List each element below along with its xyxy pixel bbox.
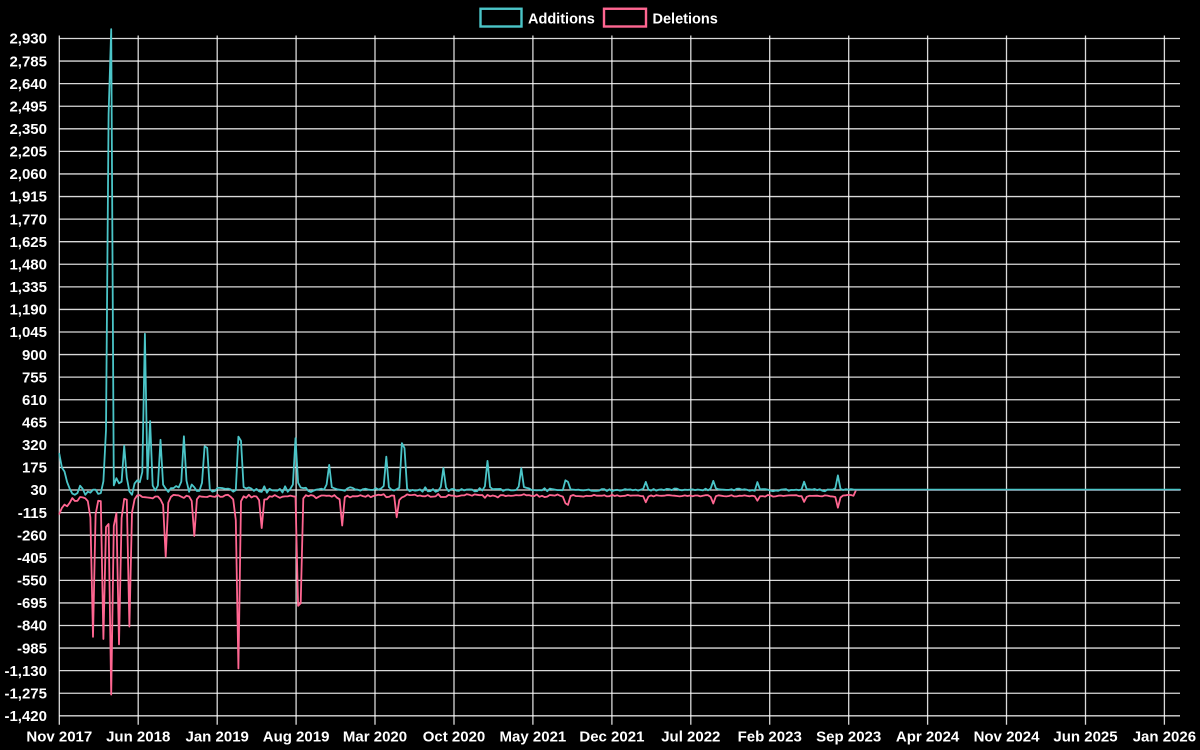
svg-text:Nov 2024: Nov 2024 bbox=[974, 729, 1041, 746]
svg-text:2,205: 2,205 bbox=[9, 144, 47, 161]
svg-text:Oct 2020: Oct 2020 bbox=[423, 729, 486, 746]
svg-text:-695: -695 bbox=[17, 595, 47, 612]
svg-text:Additions: Additions bbox=[528, 12, 595, 28]
svg-text:-550: -550 bbox=[17, 573, 47, 590]
svg-text:1,480: 1,480 bbox=[9, 256, 47, 273]
svg-text:1,045: 1,045 bbox=[9, 324, 47, 341]
svg-text:-840: -840 bbox=[17, 618, 47, 635]
svg-text:-405: -405 bbox=[17, 550, 47, 567]
svg-text:Dec 2021: Dec 2021 bbox=[579, 729, 644, 746]
svg-text:Feb 2023: Feb 2023 bbox=[738, 729, 802, 746]
svg-text:-1,130: -1,130 bbox=[4, 663, 47, 680]
svg-text:Mar 2020: Mar 2020 bbox=[343, 729, 407, 746]
svg-text:2,785: 2,785 bbox=[9, 53, 47, 70]
svg-text:May 2021: May 2021 bbox=[500, 729, 567, 746]
svg-text:1,915: 1,915 bbox=[9, 189, 47, 206]
svg-text:Jul 2022: Jul 2022 bbox=[661, 729, 720, 746]
svg-text:2,640: 2,640 bbox=[9, 76, 47, 93]
svg-text:755: 755 bbox=[22, 369, 47, 386]
svg-text:Jan 2019: Jan 2019 bbox=[186, 729, 249, 746]
svg-text:-115: -115 bbox=[18, 505, 47, 522]
svg-text:2,060: 2,060 bbox=[9, 166, 47, 183]
svg-text:-1,420: -1,420 bbox=[4, 708, 47, 725]
svg-text:Nov 2017: Nov 2017 bbox=[26, 729, 92, 746]
svg-text:175: 175 bbox=[22, 460, 47, 477]
svg-text:1,625: 1,625 bbox=[9, 234, 47, 251]
svg-text:2,350: 2,350 bbox=[9, 121, 47, 138]
svg-text:Sep 2023: Sep 2023 bbox=[816, 729, 881, 746]
svg-text:610: 610 bbox=[22, 392, 47, 409]
svg-text:Jun 2018: Jun 2018 bbox=[106, 729, 170, 746]
svg-text:-260: -260 bbox=[17, 527, 47, 544]
svg-text:30: 30 bbox=[30, 482, 47, 499]
svg-text:1,335: 1,335 bbox=[9, 279, 47, 296]
svg-text:900: 900 bbox=[22, 347, 47, 364]
svg-text:1,190: 1,190 bbox=[9, 302, 47, 319]
svg-text:Aug 2019: Aug 2019 bbox=[263, 729, 330, 746]
svg-text:Jun 2025: Jun 2025 bbox=[1053, 729, 1117, 746]
svg-text:Jan 2026: Jan 2026 bbox=[1133, 729, 1196, 746]
svg-text:2,930: 2,930 bbox=[9, 31, 47, 48]
svg-text:465: 465 bbox=[22, 415, 47, 432]
svg-text:Deletions: Deletions bbox=[653, 12, 718, 28]
svg-text:Apr 2024: Apr 2024 bbox=[896, 729, 960, 746]
svg-text:-1,275: -1,275 bbox=[4, 685, 47, 702]
svg-text:2,495: 2,495 bbox=[9, 98, 47, 115]
svg-text:-985: -985 bbox=[17, 640, 47, 657]
svg-text:320: 320 bbox=[22, 437, 47, 454]
svg-text:1,770: 1,770 bbox=[9, 211, 47, 228]
